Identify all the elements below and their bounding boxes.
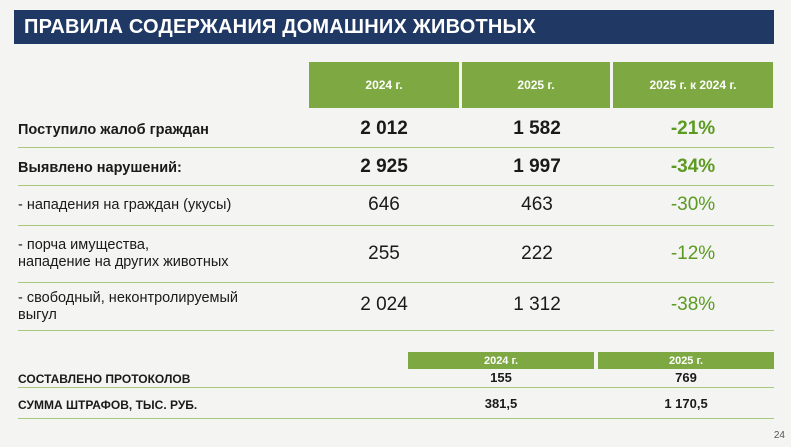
header-2024: 2024 г.	[309, 62, 459, 108]
row-divider	[18, 225, 774, 226]
row-divider	[18, 147, 774, 148]
row-property-2024: 255	[368, 243, 400, 264]
row-complaints-2024: 2 012	[360, 118, 408, 139]
row-bites-2024: 646	[368, 194, 400, 215]
page-number: 24	[773, 430, 785, 441]
header2-2025: 2025 г.	[598, 352, 774, 369]
row-walking-2024: 2 024	[360, 294, 408, 315]
row-violations-label: Выявлено нарушений:	[18, 160, 182, 176]
page-title: ПРАВИЛА СОДЕРЖАНИЯ ДОМАШНИХ ЖИВОТНЫХ	[14, 10, 774, 44]
row-bites-2025: 463	[521, 194, 553, 215]
header-2025: 2025 г.	[462, 62, 610, 108]
row-divider	[18, 418, 774, 419]
row-complaints-change: -21%	[670, 118, 716, 139]
protocols-2024: 155	[490, 370, 512, 385]
protocols-label: СОСТАВЛЕНО ПРОТОКОЛОВ	[18, 372, 191, 386]
protocols-2025: 769	[675, 370, 697, 385]
row-bites-label: - нападения на граждан (укусы)	[18, 197, 232, 213]
row-violations-change: -34%	[670, 156, 716, 177]
row-property-2025: 222	[521, 243, 553, 264]
row-complaints-label: Поступило жалоб граждан	[18, 122, 209, 138]
row-property-label-2: нападение на других животных	[18, 254, 229, 270]
row-walking-change: -38%	[670, 294, 716, 315]
row-divider	[18, 282, 774, 283]
fines-2025: 1 170,5	[664, 396, 708, 411]
fines-2024: 381,5	[484, 396, 518, 411]
row-walking-label-2: выгул	[18, 307, 57, 323]
row-bites-change: -30%	[670, 194, 716, 215]
header2-2024: 2024 г.	[408, 352, 594, 369]
row-divider	[18, 387, 774, 388]
row-violations-2025: 1 997	[513, 156, 561, 177]
row-complaints-2025: 1 582	[513, 118, 561, 139]
row-violations-2024: 2 925	[360, 156, 408, 177]
row-property-change: -12%	[670, 243, 716, 264]
row-divider	[18, 185, 774, 186]
row-property-label-1: - порча имущества,	[18, 237, 150, 253]
fines-label: СУММА ШТРАФОВ, ТЫС. РУБ.	[18, 398, 198, 412]
header-change: 2025 г. к 2024 г.	[613, 62, 773, 108]
row-walking-label-1: - свободный, неконтролируемый	[18, 290, 239, 306]
row-walking-2025: 1 312	[513, 294, 561, 315]
row-divider	[18, 330, 774, 331]
